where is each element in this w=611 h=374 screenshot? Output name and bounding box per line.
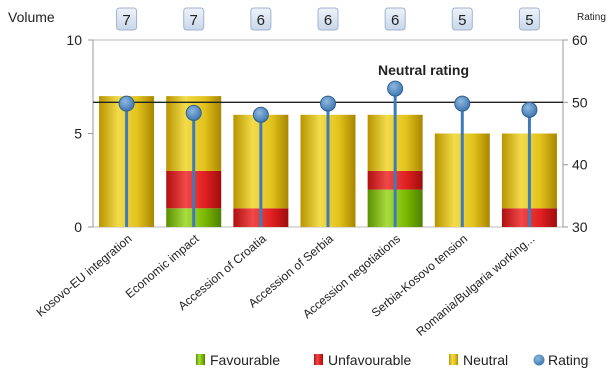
legend-swatch: [196, 354, 205, 365]
volume-badge-value: 6: [324, 12, 332, 29]
rating-point: [521, 101, 538, 118]
volume-badge-box: [116, 7, 138, 31]
legend-swatch: [314, 354, 323, 365]
volume-badge-value: 6: [257, 12, 265, 29]
left-axis-title: Volume: [8, 9, 55, 25]
legend-item-neutral: Neutral: [449, 352, 508, 368]
rating-series: [118, 80, 538, 227]
right-tick-label: 50: [572, 94, 588, 110]
volume-badge: 6: [384, 7, 406, 31]
volume-badge: 5: [451, 7, 473, 31]
volume-badge-value: 7: [122, 12, 130, 29]
right-tick-label: 30: [572, 219, 588, 235]
legend-label: Unfavourable: [328, 352, 411, 368]
volume-badge-value: 6: [391, 12, 399, 29]
left-axis-ticks: 0 5 10: [66, 32, 93, 235]
left-tick-label: 5: [74, 126, 82, 142]
rating-point: [454, 95, 471, 112]
volume-badge-box: [317, 7, 339, 31]
category-label: Romania/Bulgaria working...: [413, 232, 537, 339]
volume-badge: 7: [116, 7, 138, 31]
legend-label: Rating: [548, 352, 588, 368]
rating-point: [320, 95, 336, 112]
right-tick-label: 40: [572, 157, 588, 173]
rating-point: [185, 104, 202, 121]
volume-badge-box: [451, 7, 473, 31]
neutral-rating-label: Neutral rating: [378, 62, 469, 78]
rating-point: [387, 80, 404, 97]
volume-badge: 6: [317, 7, 339, 31]
legend-swatch: [533, 354, 545, 366]
volume-badge-box: [250, 7, 272, 31]
volume-badge: 6: [250, 7, 272, 31]
legend-item-rating: Rating: [533, 352, 588, 368]
left-tick-label: 10: [66, 32, 82, 48]
legend: Favourable Unfavourable Neutral Rating: [196, 352, 588, 368]
legend-swatch: [449, 354, 458, 365]
right-tick-label: 60: [572, 32, 588, 48]
volume-badges: 7 7 6 6 6 5 5: [116, 7, 540, 31]
volume-badge-value: 7: [190, 12, 198, 29]
volume-badge: 7: [183, 7, 205, 31]
volume-badge-box: [183, 7, 205, 31]
volume-badge: 5: [518, 7, 540, 31]
left-tick-label: 0: [74, 219, 82, 235]
category-label: Kosovo-EU integration: [34, 232, 135, 320]
legend-item-unfavourable: Unfavourable: [314, 352, 411, 368]
volume-badge-value: 5: [525, 12, 533, 29]
volume-badge-box: [384, 7, 406, 31]
rating-point: [118, 95, 135, 112]
rating-point: [252, 106, 269, 123]
volume-badge-box: [518, 7, 540, 31]
volume-badge-value: 5: [458, 12, 466, 29]
legend-label: Favourable: [210, 352, 280, 368]
legend-item-favourable: Favourable: [196, 352, 280, 368]
right-axis-title: Rating: [577, 12, 606, 23]
legend-label: Neutral: [463, 352, 508, 368]
right-axis-ticks: 30 40 50 60: [563, 32, 588, 235]
